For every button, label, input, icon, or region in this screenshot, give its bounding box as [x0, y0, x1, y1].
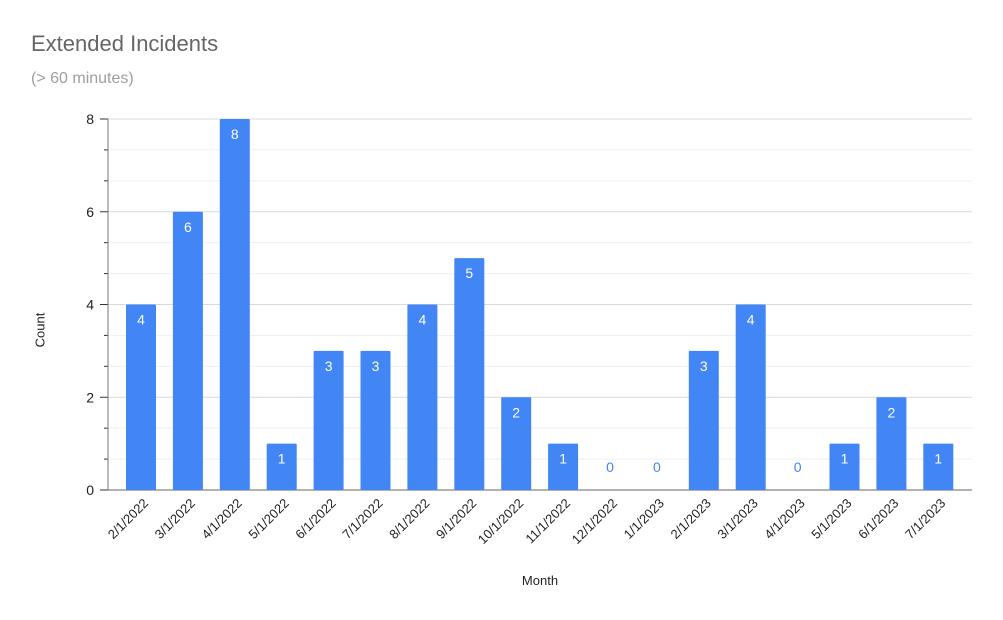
x-tick-label: 11/1/2022 — [522, 496, 573, 547]
bar — [501, 397, 532, 490]
bar-data-label: 0 — [653, 459, 661, 475]
x-tick-label: 1/1/2023 — [621, 496, 667, 542]
x-tick-label: 2/1/2023 — [668, 496, 714, 542]
bar-data-label: 4 — [137, 312, 145, 328]
x-tick-label: 5/1/2022 — [245, 496, 291, 542]
bar-data-label: 6 — [184, 219, 192, 235]
x-tick-label: 10/1/2022 — [475, 496, 527, 548]
x-tick-label: 4/1/2023 — [761, 496, 807, 542]
chart-subtitle: (> 60 minutes) — [31, 70, 134, 87]
x-tick-label: 5/1/2023 — [808, 496, 854, 542]
bar-data-label: 1 — [559, 451, 567, 467]
x-axis-label: Month — [521, 573, 559, 588]
bar — [407, 304, 438, 490]
chart-title: Extended Incidents — [31, 31, 219, 56]
bar — [126, 304, 156, 490]
bar — [688, 350, 719, 490]
bar-data-label: 3 — [372, 358, 380, 374]
x-tick-label: 12/1/2022 — [569, 496, 621, 548]
x-tick-label: 6/1/2022 — [292, 496, 338, 542]
x-tick-label: 4/1/2022 — [199, 496, 245, 542]
bar-data-label: 3 — [700, 358, 708, 374]
bar — [360, 350, 391, 490]
bar-data-label: 5 — [465, 265, 473, 281]
bar — [829, 443, 860, 490]
x-tick-label: 2/1/2022 — [105, 496, 151, 542]
x-tick-label: 8/1/2022 — [386, 496, 432, 542]
y-tick-label: 6 — [86, 204, 94, 220]
bar-data-label: 1 — [278, 451, 286, 467]
bar-data-label: 1 — [841, 451, 849, 467]
bar-data-label: 2 — [512, 404, 520, 420]
y-tick-label: 4 — [86, 297, 94, 313]
bar — [548, 443, 579, 490]
bar — [735, 304, 766, 490]
x-tick-label: 9/1/2022 — [433, 496, 479, 542]
bar-data-label: 8 — [231, 126, 239, 142]
bar — [266, 443, 297, 490]
x-tick-label: 7/1/2023 — [902, 496, 948, 542]
y-tick-label: 0 — [86, 482, 94, 498]
bar-data-label: 4 — [419, 312, 427, 328]
bar-data-label: 0 — [606, 459, 614, 475]
bar-data-label: 2 — [888, 404, 896, 420]
bar-data-label: 3 — [325, 358, 333, 374]
bar-data-label: 4 — [747, 312, 755, 328]
bar — [219, 119, 250, 490]
bar-data-label: 0 — [794, 459, 802, 475]
x-tick-label: 7/1/2022 — [339, 496, 385, 542]
bar — [313, 350, 344, 490]
x-tick-label: 3/1/2022 — [152, 496, 198, 542]
bar — [454, 258, 485, 490]
bar — [876, 397, 907, 490]
x-tick-label: 3/1/2023 — [714, 496, 760, 542]
bar-data-label: 1 — [934, 451, 942, 467]
bar — [172, 211, 203, 490]
y-tick-label: 8 — [86, 111, 94, 127]
bar — [923, 443, 954, 490]
x-tick-label: 6/1/2023 — [855, 496, 901, 542]
y-tick-label: 2 — [86, 389, 94, 405]
